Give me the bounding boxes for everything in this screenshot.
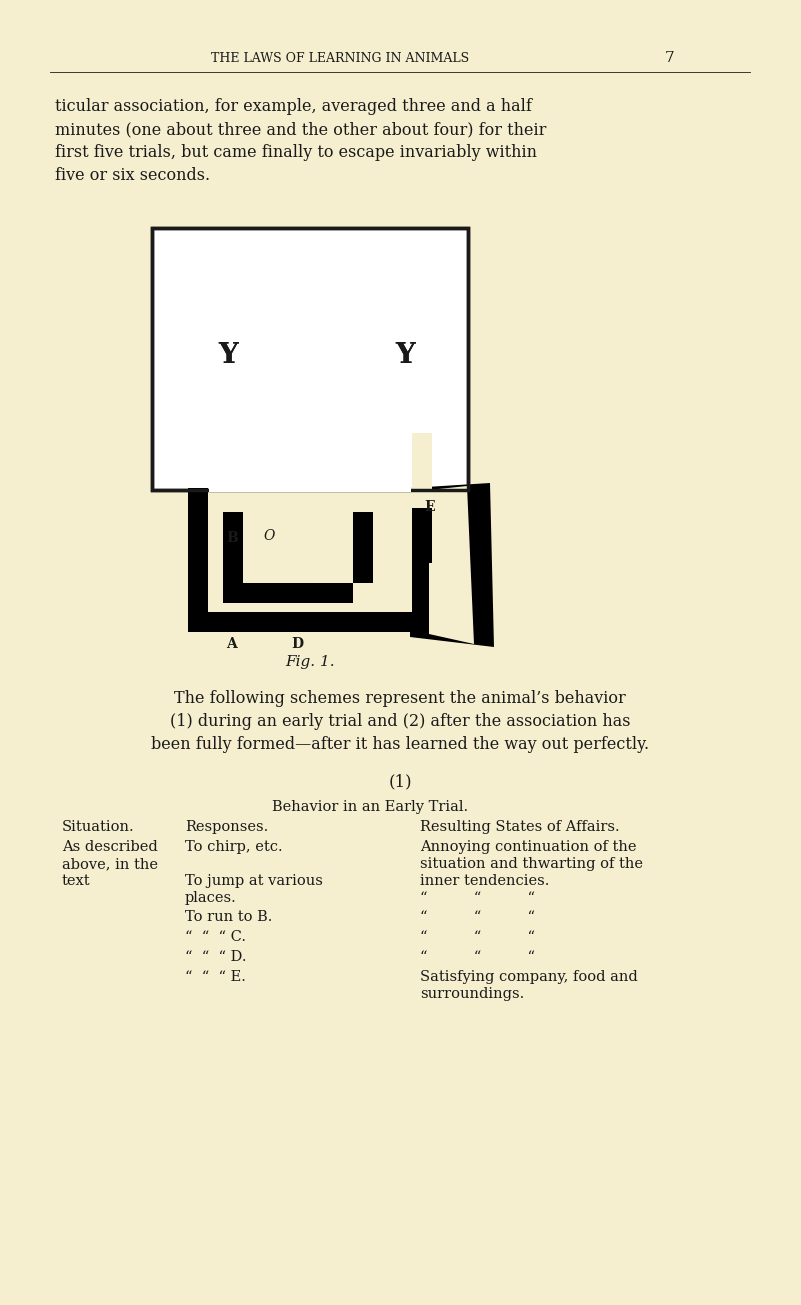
Polygon shape bbox=[410, 483, 494, 647]
Text: As described: As described bbox=[62, 840, 158, 853]
Bar bbox=[208, 508, 412, 612]
Text: Y: Y bbox=[218, 342, 238, 368]
Text: situation and thwarting of the: situation and thwarting of the bbox=[420, 857, 643, 870]
Text: Responses.: Responses. bbox=[185, 820, 268, 834]
Text: “  “  “ C.: “ “ “ C. bbox=[185, 930, 246, 944]
Text: E: E bbox=[424, 500, 435, 514]
Text: Behavior in an Early Trial.: Behavior in an Early Trial. bbox=[272, 800, 468, 814]
Bar bbox=[188, 488, 432, 632]
Text: Y: Y bbox=[218, 342, 238, 368]
Text: “          “          “: “ “ “ bbox=[420, 930, 535, 944]
Text: “  “  “ D.: “ “ “ D. bbox=[185, 950, 247, 964]
Text: ticular association, for example, averaged three and a half: ticular association, for example, averag… bbox=[55, 98, 532, 115]
Text: “          “          “: “ “ “ bbox=[420, 910, 535, 924]
Text: B: B bbox=[226, 531, 238, 545]
Text: A: A bbox=[226, 637, 237, 651]
Text: (1): (1) bbox=[388, 773, 412, 790]
Bar bbox=[223, 583, 243, 603]
Text: 7: 7 bbox=[665, 51, 674, 65]
Text: The following schemes represent the animal’s behavior: The following schemes represent the anim… bbox=[174, 690, 626, 707]
Text: Situation.: Situation. bbox=[62, 820, 135, 834]
Bar bbox=[353, 583, 373, 603]
Text: THE LAWS OF LEARNING IN ANIMALS: THE LAWS OF LEARNING IN ANIMALS bbox=[211, 51, 469, 64]
Bar bbox=[243, 532, 353, 583]
Text: been fully formed—after it has learned the way out perfectly.: been fully formed—after it has learned t… bbox=[151, 736, 649, 753]
Text: Y: Y bbox=[395, 342, 415, 368]
Bar bbox=[243, 512, 353, 532]
Text: five or six seconds.: five or six seconds. bbox=[55, 167, 210, 184]
Bar bbox=[183, 483, 512, 637]
Text: (1) during an early trial and (2) after the association has: (1) during an early trial and (2) after … bbox=[170, 713, 630, 729]
Text: Satisfying company, food and: Satisfying company, food and bbox=[420, 970, 638, 984]
Polygon shape bbox=[429, 485, 474, 643]
Text: inner tendencies.: inner tendencies. bbox=[420, 874, 549, 887]
Bar bbox=[412, 433, 432, 508]
Bar bbox=[209, 488, 411, 492]
Text: Y: Y bbox=[395, 342, 415, 368]
Text: above, in the: above, in the bbox=[62, 857, 158, 870]
Bar bbox=[152, 228, 468, 489]
Bar bbox=[223, 512, 373, 603]
Text: To jump at various: To jump at various bbox=[185, 874, 323, 887]
Text: D: D bbox=[291, 637, 303, 651]
Text: Resulting States of Affairs.: Resulting States of Affairs. bbox=[420, 820, 620, 834]
Text: Annoying continuation of the: Annoying continuation of the bbox=[420, 840, 637, 853]
Text: surroundings.: surroundings. bbox=[420, 987, 524, 1001]
Bar bbox=[208, 488, 412, 508]
Bar bbox=[243, 603, 373, 612]
Text: “  “  “ E.: “ “ “ E. bbox=[185, 970, 246, 984]
Text: To chirp, etc.: To chirp, etc. bbox=[185, 840, 283, 853]
Bar bbox=[412, 508, 432, 562]
Text: O: O bbox=[263, 529, 275, 543]
Text: places.: places. bbox=[185, 891, 237, 904]
Text: “          “          “: “ “ “ bbox=[420, 891, 535, 904]
Bar bbox=[152, 228, 468, 489]
Text: text: text bbox=[62, 874, 91, 887]
Text: To run to B.: To run to B. bbox=[185, 910, 272, 924]
Text: Fig. 1.: Fig. 1. bbox=[285, 655, 335, 669]
Text: minutes (one about three and the other about four) for their: minutes (one about three and the other a… bbox=[55, 121, 546, 138]
Text: first five trials, but came finally to escape invariably within: first five trials, but came finally to e… bbox=[55, 144, 537, 161]
Text: “          “          “: “ “ “ bbox=[420, 950, 535, 964]
